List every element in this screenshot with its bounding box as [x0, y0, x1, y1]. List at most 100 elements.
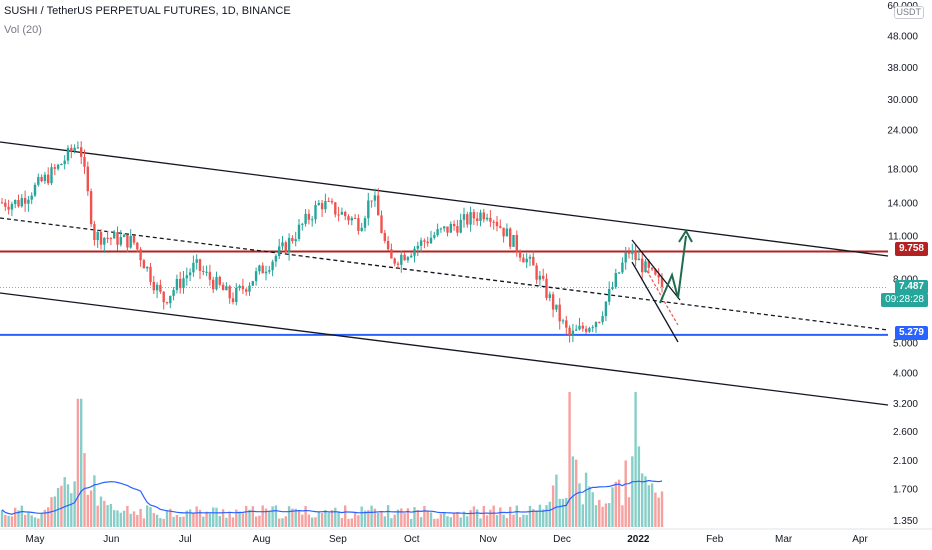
- candle-body: [377, 195, 380, 216]
- volume-indicator-label[interactable]: Vol (20): [4, 24, 42, 36]
- candle-body: [10, 203, 14, 210]
- volume-bar: [542, 509, 545, 527]
- candle-body: [439, 228, 443, 230]
- candle-body: [159, 284, 162, 292]
- volume-bar: [631, 456, 634, 527]
- candle-body: [462, 214, 466, 220]
- volume-bar: [278, 518, 281, 527]
- candle-body: [512, 235, 515, 247]
- time-tick-label: Feb: [706, 534, 724, 545]
- candle-body: [142, 260, 146, 269]
- volume-bar: [89, 490, 93, 527]
- candle-body: [403, 254, 406, 261]
- volume-bar: [373, 508, 377, 527]
- candle-body: [505, 228, 509, 237]
- volume-bar: [179, 516, 182, 527]
- candle-body: [608, 289, 611, 302]
- volume-bar: [30, 515, 33, 527]
- volume-bar: [10, 516, 14, 527]
- volume-bar: [512, 514, 515, 527]
- volume-bar: [591, 492, 594, 527]
- candle-body: [423, 240, 426, 242]
- candle-body: [202, 270, 205, 273]
- candle-body: [307, 213, 311, 220]
- candle-body: [63, 160, 66, 165]
- volume-bar: [357, 515, 360, 527]
- volume-bar: [7, 515, 10, 527]
- volume-bar: [459, 517, 462, 527]
- candle-body: [456, 226, 459, 233]
- candle-body: [528, 256, 532, 259]
- price-tick-label: 4.000: [893, 369, 918, 380]
- candle-body: [30, 195, 33, 200]
- time-tick-label: Mar: [775, 534, 793, 545]
- candle-body: [429, 237, 433, 244]
- volume-bar: [188, 509, 192, 527]
- volume-bar: [446, 516, 449, 527]
- candle-body: [33, 184, 37, 196]
- projection-arrow-head: [678, 229, 693, 243]
- volume-bar: [83, 453, 86, 527]
- channel-lower-trendline: [0, 292, 889, 406]
- volume-bar: [545, 505, 548, 527]
- candle-body: [251, 281, 254, 286]
- volume-bar: [17, 510, 20, 527]
- volume-bar: [433, 518, 436, 527]
- candle-body: [0, 202, 4, 204]
- currency-unit-label[interactable]: USDT: [893, 6, 924, 19]
- candle-body: [320, 203, 324, 210]
- volume-bar: [311, 517, 314, 527]
- volume-bar: [132, 511, 136, 527]
- candle-body: [314, 205, 317, 220]
- candle-body: [113, 232, 116, 239]
- volume-bar: [70, 493, 73, 527]
- volume-bar: [456, 512, 459, 527]
- candle-body: [221, 284, 225, 291]
- candle-body: [103, 237, 106, 245]
- symbol-title[interactable]: SUSHI / TetherUS PERPETUAL FUTURES, 1D, …: [4, 5, 291, 17]
- candle-body: [47, 174, 50, 184]
- candle-body: [43, 174, 47, 182]
- candle-body: [621, 262, 624, 273]
- candle-body: [297, 224, 301, 240]
- volume-bar: [337, 511, 340, 527]
- candle-body: [575, 329, 578, 331]
- volume-bar: [99, 496, 103, 527]
- candle-body: [383, 232, 386, 241]
- volume-bar: [218, 515, 221, 527]
- candle-body: [334, 202, 337, 215]
- candle-body: [509, 228, 512, 247]
- volume-bar: [558, 498, 561, 527]
- volume-bar: [466, 516, 469, 527]
- candle-body: [106, 237, 109, 239]
- volume-bar: [660, 491, 664, 527]
- volume-bar: [136, 514, 139, 527]
- volume-bar: [281, 518, 284, 527]
- volume-bar: [155, 514, 159, 527]
- volume-bar: [182, 516, 185, 527]
- volume-bar: [330, 509, 334, 527]
- channel-upper-trendline: [0, 141, 889, 257]
- volume-bar: [304, 505, 307, 527]
- candle-body: [146, 266, 149, 269]
- candle-body: [122, 234, 126, 237]
- volume-bar: [492, 505, 495, 527]
- candle-body: [241, 285, 245, 290]
- volume-bar: [462, 511, 466, 527]
- volume-bar: [568, 392, 571, 527]
- volume-bar: [350, 518, 353, 527]
- time-tick-label: 2022: [627, 534, 650, 545]
- volume-bar: [614, 481, 617, 527]
- volume-bar: [383, 516, 386, 527]
- volume-bar: [479, 518, 482, 527]
- candle-body: [70, 147, 73, 152]
- price-axis-panel: [888, 0, 932, 550]
- candle-body: [185, 275, 188, 279]
- volume-bar: [254, 516, 258, 527]
- candle-body: [205, 271, 208, 273]
- candle-body: [4, 202, 7, 207]
- volume-bar: [581, 504, 584, 527]
- volume-bar: [598, 499, 601, 527]
- candle-body: [172, 290, 175, 296]
